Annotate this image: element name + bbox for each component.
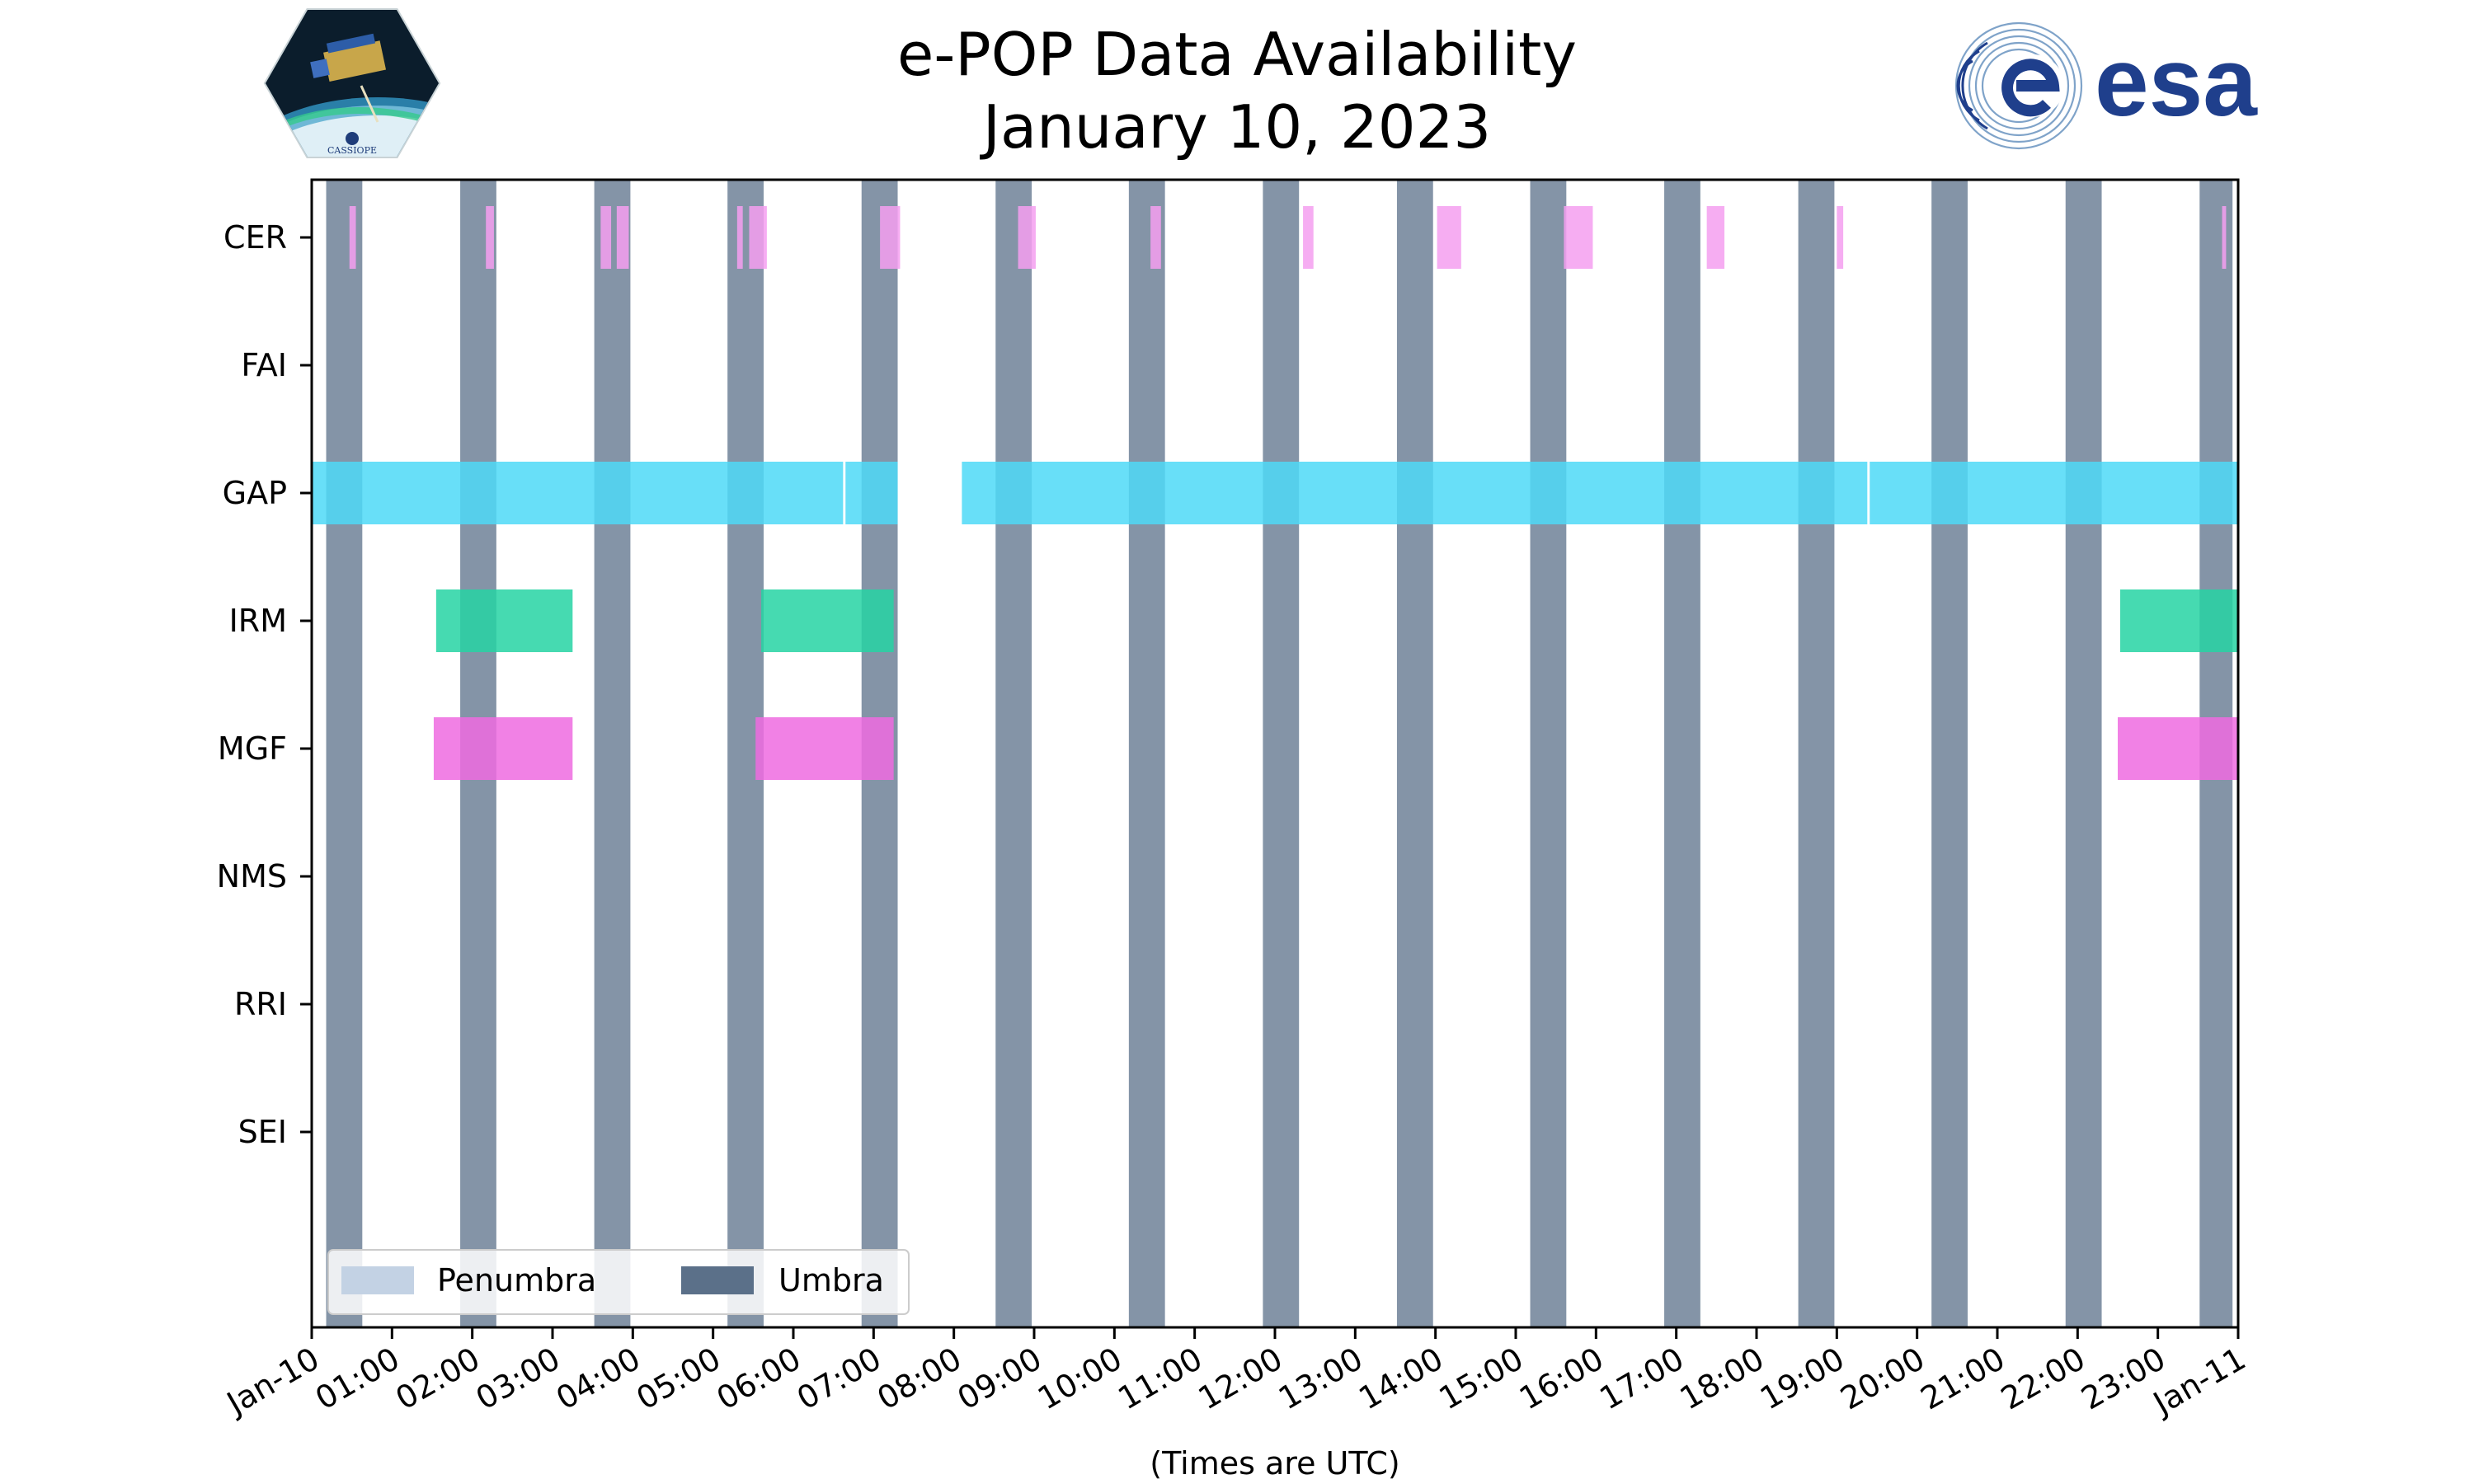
availability-bar-cer xyxy=(1303,206,1314,269)
availability-bar-cer xyxy=(616,206,629,269)
x-tick-label: 08:00 xyxy=(871,1341,967,1417)
availability-bar-cer xyxy=(349,206,356,269)
x-axis: Jan-1001:0002:0003:0004:0005:0006:0007:0… xyxy=(219,1327,2252,1422)
availability-bar-cer xyxy=(600,206,612,269)
x-tick-label: 03:00 xyxy=(470,1341,567,1417)
x-tick-label: 05:00 xyxy=(630,1341,727,1417)
x-tick-label: Jan-11 xyxy=(2146,1341,2251,1422)
availability-bar-irm xyxy=(435,589,573,652)
availability-layer xyxy=(312,206,2238,780)
availability-bar-cer xyxy=(2222,206,2227,269)
x-tick-label: 09:00 xyxy=(952,1341,1048,1417)
legend-box xyxy=(327,1249,910,1315)
umbra-band xyxy=(1396,180,1433,1327)
umbra-band xyxy=(995,180,1032,1327)
y-tick-label-cer: CER xyxy=(223,219,287,256)
x-tick-label: 20:00 xyxy=(1834,1341,1931,1417)
availability-bar-cer xyxy=(880,206,901,269)
cassiope-logo: CASSIOPE xyxy=(263,8,441,158)
umbra-band xyxy=(594,180,631,1327)
legend-penumbra-label: Penumbra xyxy=(437,1262,596,1298)
availability-bar-cer xyxy=(1437,206,1461,269)
availability-bar-cer xyxy=(486,206,494,269)
availability-bar-cer xyxy=(1150,206,1161,269)
umbra-band xyxy=(1664,180,1700,1327)
x-tick-label: 13:00 xyxy=(1272,1341,1369,1417)
availability-bar-irm xyxy=(761,589,894,652)
availability-bar-cer xyxy=(736,206,743,269)
y-axis: CER FAI GAP IRM MGF NMS RRI SEI xyxy=(217,219,312,1150)
availability-bar-gap xyxy=(845,462,898,524)
esa-logo-text: esa xyxy=(2095,28,2258,137)
availability-bar-cer xyxy=(749,206,767,269)
availability-bar-cer xyxy=(1564,206,1593,269)
x-tick-label: 16:00 xyxy=(1513,1341,1610,1417)
esa-logo: esa xyxy=(1954,21,2258,150)
y-tick-label-gap: GAP xyxy=(223,475,287,511)
x-tick-label: 21:00 xyxy=(1915,1341,2011,1417)
cassiope-logo-text: CASSIOPE xyxy=(327,145,377,156)
availability-bar-gap xyxy=(312,462,844,524)
chart-title: e-POP Data Availability January 10, 2023 xyxy=(0,18,2474,163)
x-tick-label: 06:00 xyxy=(711,1341,807,1417)
umbra-band xyxy=(1798,180,1835,1327)
legend-penumbra-swatch xyxy=(341,1266,414,1294)
x-tick-label: 07:00 xyxy=(791,1341,887,1417)
umbra-band xyxy=(1263,180,1300,1327)
legend: Penumbra Umbra xyxy=(327,1249,910,1315)
x-tick-label: Jan-10 xyxy=(219,1341,325,1422)
availability-bar-mgf xyxy=(433,717,573,780)
x-tick-label: 10:00 xyxy=(1032,1341,1128,1417)
x-tick-label: 12:00 xyxy=(1192,1341,1289,1417)
availability-bar-cer xyxy=(1706,206,1725,269)
y-tick-label-irm: IRM xyxy=(229,603,287,639)
x-tick-label: 17:00 xyxy=(1593,1341,1690,1417)
x-axis-label: (Times are UTC) xyxy=(1150,1445,1399,1482)
legend-umbra-swatch xyxy=(681,1266,754,1294)
availability-bar-gap xyxy=(962,462,1868,524)
availability-bar-gap xyxy=(1870,462,2238,524)
availability-bar-cer xyxy=(1018,206,1036,269)
y-tick-label-fai: FAI xyxy=(241,347,287,383)
x-tick-label: 15:00 xyxy=(1433,1341,1530,1417)
umbra-band xyxy=(1530,180,1567,1327)
umbra-band xyxy=(2065,180,2102,1327)
availability-bar-cer xyxy=(1837,206,1844,269)
legend-umbra-label: Umbra xyxy=(778,1262,884,1298)
availability-bar-mgf xyxy=(755,717,894,780)
umbra-layer xyxy=(326,180,2233,1327)
x-tick-label: 04:00 xyxy=(550,1341,647,1417)
x-tick-label: 19:00 xyxy=(1754,1341,1851,1417)
availability-bar-mgf xyxy=(2118,717,2238,780)
x-tick-label: 01:00 xyxy=(309,1341,406,1417)
x-tick-label: 22:00 xyxy=(1995,1341,2091,1417)
chart-title-line1: e-POP Data Availability xyxy=(897,20,1577,89)
umbra-band xyxy=(1931,180,1968,1327)
y-tick-label-sei: SEI xyxy=(238,1114,287,1150)
x-tick-label: 11:00 xyxy=(1112,1341,1208,1417)
chart-title-line2: January 10, 2023 xyxy=(982,92,1492,162)
y-tick-label-mgf: MGF xyxy=(218,730,287,767)
umbra-band xyxy=(1128,180,1165,1327)
y-tick-label-rri: RRI xyxy=(234,986,287,1022)
x-tick-label: 02:00 xyxy=(389,1341,486,1417)
y-tick-label-nms: NMS xyxy=(217,858,287,895)
availability-bar-irm xyxy=(2119,589,2238,652)
x-tick-label: 14:00 xyxy=(1352,1341,1449,1417)
umbra-band xyxy=(326,180,363,1327)
x-tick-label: 18:00 xyxy=(1674,1341,1771,1417)
